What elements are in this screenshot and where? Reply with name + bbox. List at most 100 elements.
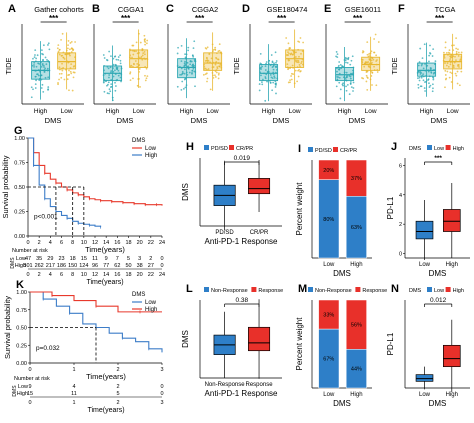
x-tick-label: CR/PR xyxy=(250,230,269,236)
jitter-point xyxy=(348,93,351,96)
jitter-point xyxy=(136,63,139,65)
jitter-point xyxy=(194,85,196,88)
jitter-point xyxy=(374,33,377,36)
jitter-point xyxy=(430,71,433,74)
risk-table-x-label: Time(years) xyxy=(87,407,124,414)
jitter-point xyxy=(368,62,371,65)
legend-label: High xyxy=(145,307,157,313)
jitter-point xyxy=(420,64,423,67)
jitter-point xyxy=(338,76,341,79)
jitter-point xyxy=(132,62,135,65)
jitter-point xyxy=(217,58,219,61)
jitter-point xyxy=(188,71,191,74)
panel-title: CGGA2 xyxy=(192,5,218,14)
jitter-point xyxy=(179,73,181,76)
box xyxy=(248,326,271,352)
jitter-point xyxy=(297,75,300,78)
legend-label: Non-Response xyxy=(211,288,248,294)
y-tick-label: 2 xyxy=(399,222,402,228)
jitter-point xyxy=(300,52,302,55)
jitter-point xyxy=(109,86,112,88)
x-axis-label: DMS xyxy=(45,116,62,125)
jitter-point xyxy=(102,81,105,84)
jitter-point xyxy=(457,55,460,57)
risk-table-value: 5 xyxy=(127,256,130,262)
jitter-point xyxy=(347,57,349,60)
jitter-point xyxy=(335,51,338,53)
jitter-point xyxy=(191,69,194,72)
bar-value-label: 56% xyxy=(351,323,362,329)
jitter-point xyxy=(299,65,301,68)
legend-label: PD/SD xyxy=(315,148,332,154)
x-tick-label: High xyxy=(180,108,194,115)
panel-d: D GSE180474 TIDE High Low *** DMS xyxy=(232,3,312,125)
jitter-point xyxy=(135,50,137,52)
jitter-point xyxy=(336,78,339,81)
jitter-point xyxy=(132,53,135,56)
jitter-point xyxy=(36,54,39,57)
jitter-point xyxy=(30,96,33,99)
jitter-point xyxy=(217,72,220,75)
risk-table-group: Low xyxy=(16,256,26,262)
jitter-point xyxy=(187,68,190,70)
y-tick-label: 0.75 xyxy=(14,161,25,167)
jitter-point xyxy=(146,75,149,77)
jitter-point xyxy=(192,63,194,66)
risk-table-value: 23 xyxy=(58,256,64,262)
jitter-point xyxy=(417,70,420,73)
significance-label: *** xyxy=(49,14,59,23)
jitter-point xyxy=(434,60,437,63)
jitter-point xyxy=(457,51,460,54)
x-tick-label: High xyxy=(106,108,120,115)
jitter-point xyxy=(262,78,264,81)
jitter-point xyxy=(258,83,261,85)
jitter-point xyxy=(72,76,75,79)
jitter-point xyxy=(119,59,122,62)
jitter-point xyxy=(442,51,445,54)
jitter-point xyxy=(294,56,297,58)
jitter-point xyxy=(139,86,141,88)
jitter-point xyxy=(344,77,347,80)
y-axis-label: Percent weight xyxy=(295,182,304,236)
jitter-point xyxy=(115,58,118,61)
risk-table-value: 29 xyxy=(47,256,53,262)
risk-table-tick: 10 xyxy=(81,272,87,278)
jitter-point xyxy=(455,37,458,40)
jitter-point xyxy=(44,76,47,79)
jitter-point xyxy=(69,54,71,57)
jitter-point xyxy=(181,80,184,83)
significance-label: *** xyxy=(195,14,205,23)
jitter-point xyxy=(184,56,187,59)
risk-table-value: 50 xyxy=(125,263,131,269)
risk-table-value: 9 xyxy=(105,256,108,262)
jitter-point xyxy=(449,71,452,74)
jitter-point xyxy=(183,68,186,71)
y-axis-label: TIDE xyxy=(4,57,13,74)
jitter-point xyxy=(60,76,63,79)
risk-table-tick: 12 xyxy=(92,272,98,278)
jitter-point xyxy=(448,49,451,52)
bar-segment xyxy=(345,299,367,350)
jitter-point xyxy=(345,85,347,88)
jitter-point xyxy=(129,71,132,74)
jitter-point xyxy=(368,57,371,60)
x-axis-label: Time(years) xyxy=(86,372,126,381)
panel-letter: D xyxy=(242,3,250,15)
jitter-point xyxy=(417,77,419,80)
jitter-point xyxy=(66,47,69,50)
jitter-point xyxy=(62,56,65,59)
risk-table-value: 15 xyxy=(27,391,33,397)
risk-table-tick: 20 xyxy=(137,272,143,278)
x-tick-label: 6 xyxy=(60,240,63,246)
risk-table-value: 186 xyxy=(57,263,66,269)
jitter-point xyxy=(214,46,217,49)
jitter-point xyxy=(366,61,368,64)
jitter-point xyxy=(106,84,108,87)
jitter-point xyxy=(187,46,190,49)
jitter-point xyxy=(352,90,354,92)
jitter-point xyxy=(350,86,353,89)
jitter-point xyxy=(47,44,49,46)
bar-value-label: 33% xyxy=(323,313,334,319)
risk-table-group: Low xyxy=(18,384,28,390)
